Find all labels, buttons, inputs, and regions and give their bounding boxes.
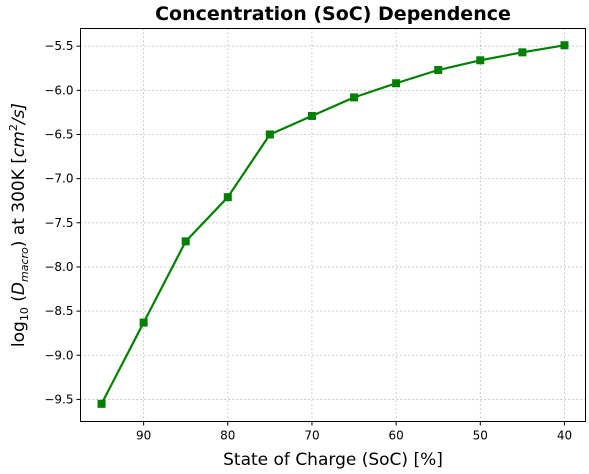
data-point-marker [518, 48, 527, 57]
y-tick-label: −8.5 [44, 304, 73, 318]
chart-title: Concentration (SoC) Dependence [155, 3, 511, 25]
x-tick-label: 50 [473, 429, 488, 443]
x-tick-label: 80 [220, 429, 235, 443]
data-point-marker [476, 56, 485, 65]
x-tick-label: 90 [136, 429, 151, 443]
x-tick-label: 60 [388, 429, 403, 443]
y-tick-label: −9.0 [44, 348, 73, 362]
y-axis-label: log10 (Dmacro) at 300K [cm2/s] [7, 103, 31, 347]
y-tick-label: −6.5 [44, 127, 73, 141]
plot-frame [80, 28, 586, 422]
y-tick-label: −7.5 [44, 216, 73, 230]
y-tick-label: −7.0 [44, 172, 73, 186]
series-group [97, 41, 569, 408]
data-point-marker [392, 79, 401, 88]
y-tick-label: −5.5 [44, 39, 73, 53]
data-point-marker [97, 399, 106, 408]
data-point-marker [265, 130, 274, 139]
y-tick-label: −6.0 [44, 83, 73, 97]
y-tick-label: −9.5 [44, 392, 73, 406]
x-tick-label: 70 [304, 429, 319, 443]
data-point-marker [181, 237, 190, 246]
y-tick-label: −8.0 [44, 260, 73, 274]
series-line [100, 44, 565, 405]
data-point-marker [560, 41, 569, 50]
grid [80, 28, 586, 422]
x-axis-label: State of Charge (SoC) [%] [223, 450, 443, 470]
data-point-marker [307, 111, 316, 120]
x-tick-label: 40 [557, 429, 572, 443]
data-point-marker [223, 193, 232, 202]
x-axis: 90 80 70 60 50 40 [136, 421, 572, 443]
data-point-marker [434, 66, 443, 75]
y-axis: −9.5 −9.0 −8.5 −8.0 −7.5 −7.0 −6.5 −6.0 −5.5 [44, 39, 81, 406]
data-point-marker [139, 318, 148, 327]
data-point-marker [350, 93, 359, 102]
